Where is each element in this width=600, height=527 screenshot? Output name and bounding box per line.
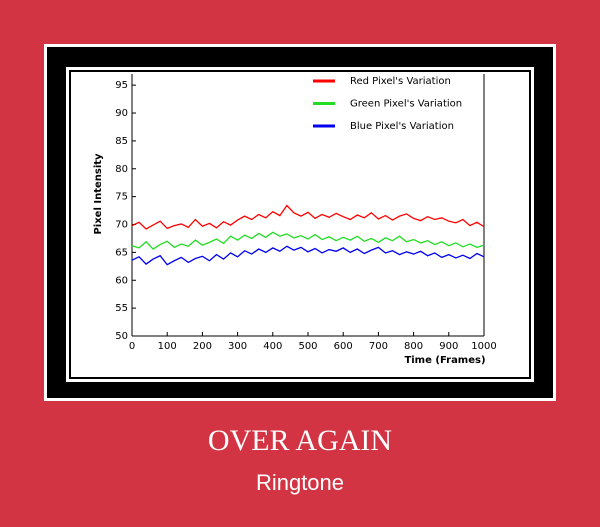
x-tick-label: 600 (334, 341, 353, 352)
x-tick-label: 800 (404, 341, 423, 352)
y-tick-label: 50 (115, 331, 128, 342)
y-tick-label: 80 (115, 164, 128, 175)
x-tick-label: 700 (369, 341, 388, 352)
data-line (131, 204, 485, 230)
y-tick-label: 95 (115, 80, 128, 91)
x-tick-label: 200 (193, 341, 212, 352)
x-tick-label: 900 (439, 341, 458, 352)
data-line (131, 231, 485, 250)
y-tick-label: 55 (115, 303, 128, 314)
x-axis-label: Time (Frames) (404, 355, 485, 366)
x-tick-label: 300 (228, 341, 247, 352)
y-tick-label: 90 (115, 108, 128, 119)
x-tick-label: 500 (298, 341, 317, 352)
x-tick-label: 1000 (471, 341, 496, 352)
y-tick-label: 85 (115, 136, 128, 147)
y-tick-label: 75 (115, 192, 128, 203)
x-tick-label: 100 (158, 341, 177, 352)
cover-subtitle: Ringtone (256, 470, 344, 495)
y-tick-label: 65 (115, 247, 128, 258)
plot-panel (71, 72, 529, 377)
y-tick-label: 70 (115, 220, 128, 231)
legend-label: Green Pixel's Variation (350, 99, 462, 110)
legend-label: Red Pixel's Variation (350, 76, 451, 87)
x-tick-label: 0 (129, 341, 135, 352)
legend-label: Blue Pixel's Variation (350, 121, 454, 132)
x-tick-label: 400 (263, 341, 282, 352)
y-tick-label: 60 (115, 275, 128, 286)
data-line (131, 245, 485, 266)
y-axis-label: Pixel Intensity (93, 153, 104, 235)
cover-title: OVER AGAIN (208, 424, 392, 457)
